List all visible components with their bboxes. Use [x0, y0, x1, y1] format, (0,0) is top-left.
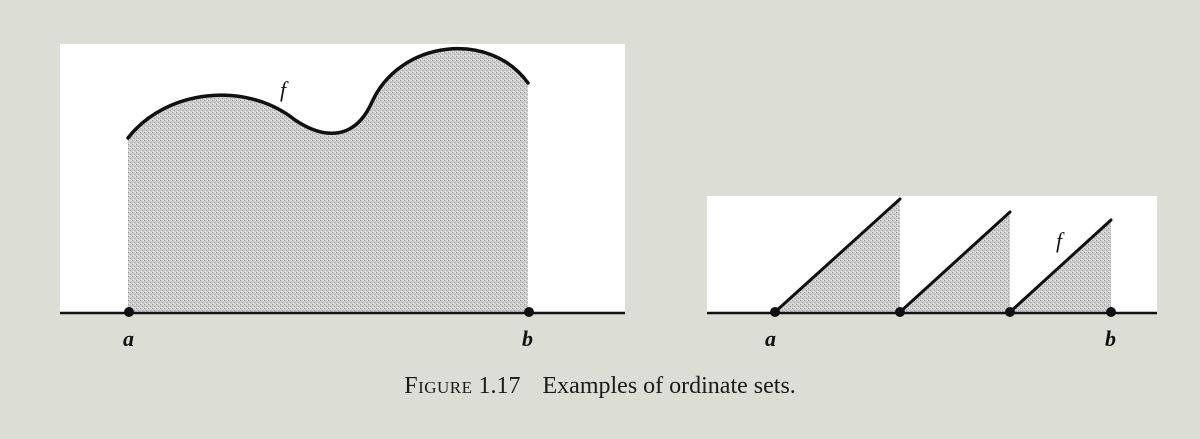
caption-figure-label: Figure	[404, 373, 473, 399]
right-endpoint-a-dot	[770, 307, 780, 317]
left-endpoint-a-dot	[124, 307, 134, 317]
left-function-curve	[126, 47, 530, 140]
right-function-label: f	[1056, 228, 1065, 253]
right-jump-dot-2	[1005, 307, 1015, 317]
left-endpoint-b-dot	[524, 307, 534, 317]
left-function-label: f	[280, 77, 289, 102]
caption-figure-number: 1.17	[478, 373, 521, 399]
right-endpoint-b-label: b	[1105, 326, 1116, 351]
left-ordinate-set-region	[128, 48, 528, 312]
right-function-segment-1	[773, 197, 902, 314]
left-panel: f a b	[60, 44, 625, 351]
right-panel: f a b	[707, 196, 1157, 351]
right-endpoint-a-label: a	[765, 326, 776, 351]
caption-text: Examples of ordinate sets.	[542, 373, 796, 399]
ordinate-sets-figure: f a b f a b	[60, 44, 1157, 351]
right-function-segment-3	[1008, 218, 1113, 314]
right-jump-dot-1	[895, 307, 905, 317]
right-endpoint-b-dot	[1106, 307, 1116, 317]
left-endpoint-a-label: a	[123, 326, 134, 351]
figure-caption: Figure 1.17 Examples of ordinate sets.	[0, 373, 1200, 400]
left-endpoint-b-label: b	[522, 326, 533, 351]
right-function-segment-2	[898, 210, 1012, 314]
